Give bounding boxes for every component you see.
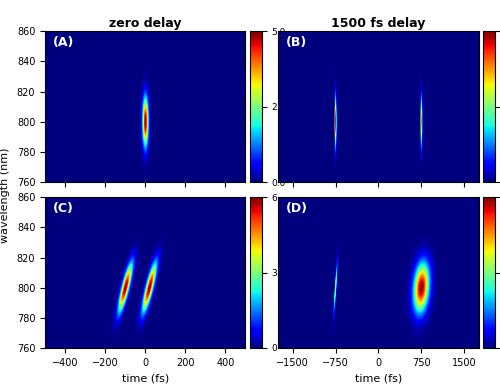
X-axis label: time (fs): time (fs): [355, 373, 402, 383]
Text: wavelength (nm): wavelength (nm): [0, 148, 10, 243]
Text: (C): (C): [53, 202, 74, 215]
Text: (D): (D): [286, 202, 308, 215]
Title: zero delay: zero delay: [109, 17, 182, 30]
Text: (B): (B): [286, 36, 308, 49]
Text: (A): (A): [53, 36, 74, 49]
Title: 1500 fs delay: 1500 fs delay: [332, 17, 426, 30]
X-axis label: time (fs): time (fs): [122, 373, 169, 383]
